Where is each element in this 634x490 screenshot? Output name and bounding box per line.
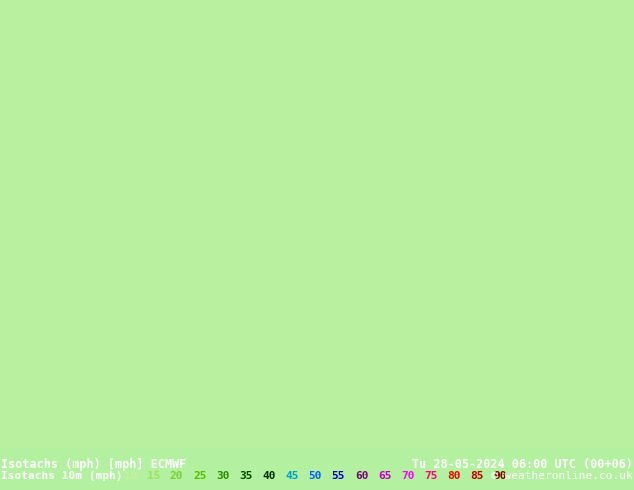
- Text: Tu 28-05-2024 06:00 UTC (00+06): Tu 28-05-2024 06:00 UTC (00+06): [412, 458, 633, 470]
- Text: 75: 75: [424, 471, 437, 481]
- Text: 65: 65: [378, 471, 391, 481]
- Text: 20: 20: [170, 471, 183, 481]
- Text: 85: 85: [470, 471, 484, 481]
- Text: 35: 35: [239, 471, 253, 481]
- Text: 40: 40: [262, 471, 276, 481]
- Text: Isotachs 10m (mph): Isotachs 10m (mph): [1, 471, 123, 481]
- Text: 50: 50: [309, 471, 322, 481]
- Text: 45: 45: [285, 471, 299, 481]
- Text: 25: 25: [193, 471, 207, 481]
- Text: 80: 80: [448, 471, 461, 481]
- Text: 70: 70: [401, 471, 415, 481]
- Text: 30: 30: [216, 471, 230, 481]
- Text: 55: 55: [332, 471, 346, 481]
- Text: 90: 90: [494, 471, 507, 481]
- Text: 10: 10: [124, 471, 137, 481]
- Text: 15: 15: [146, 471, 160, 481]
- Text: Isotachs (mph) [mph] ECMWF: Isotachs (mph) [mph] ECMWF: [1, 458, 186, 470]
- Text: 60: 60: [355, 471, 368, 481]
- Text: © weatheronline.co.uk: © weatheronline.co.uk: [491, 471, 633, 481]
